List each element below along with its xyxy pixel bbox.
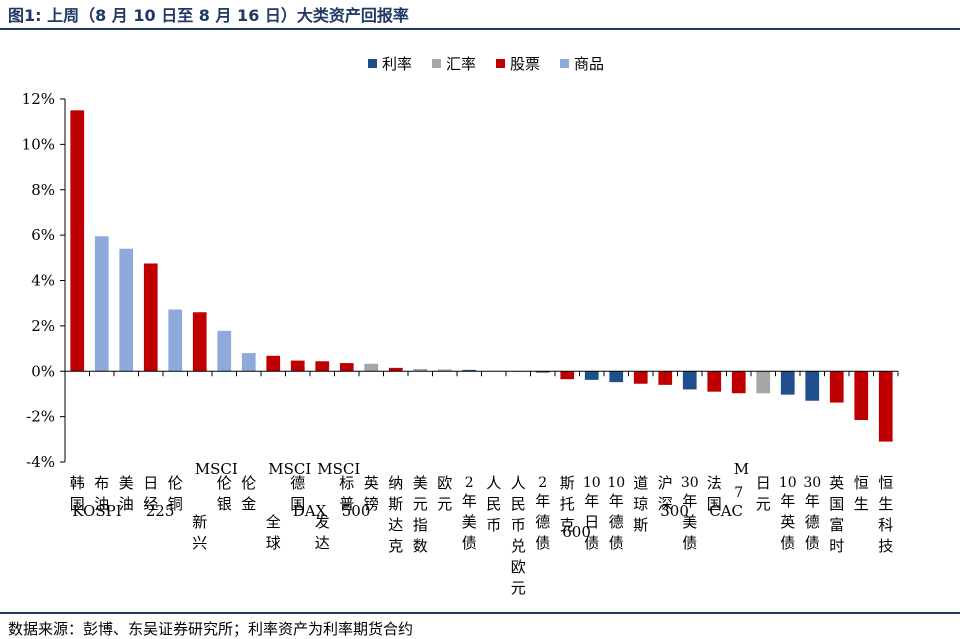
y-tick-label: 4%	[31, 272, 55, 290]
bar	[193, 312, 207, 371]
bar	[854, 371, 868, 420]
y-tick-label: 12%	[22, 90, 55, 108]
x-tick-label: 美油	[119, 474, 134, 513]
legend-label: 股票	[510, 55, 540, 73]
bar-chart: 利率 汇率 股票 商品 -4% -2% 0% 2% 4% 6% 8% 10% 12% 韩国KOSPI布…	[0, 0, 960, 612]
bar	[389, 368, 403, 371]
bar	[119, 249, 133, 372]
x-tick-label: 日元	[756, 474, 771, 513]
x-tick-label: 纳斯达克	[388, 474, 403, 555]
bar	[805, 371, 819, 400]
legend-swatch	[496, 59, 505, 68]
y-axis: -4% -2% 0% 2% 4% 6% 8% 10% 12%	[22, 90, 65, 471]
x-tick-label: 伦金	[241, 474, 256, 513]
x-tick-label: 人民币兑欧元	[511, 474, 526, 597]
x-tick-label: 人民币	[486, 474, 501, 534]
bar	[266, 356, 280, 371]
x-tick-label: 恒生	[854, 474, 869, 513]
bar	[756, 371, 770, 393]
y-tick-label: 8%	[31, 181, 55, 199]
bar	[879, 371, 893, 441]
y-tick-label: 10%	[22, 135, 55, 153]
chart-legend: 利率 汇率 股票 商品	[368, 55, 604, 73]
bar	[830, 371, 844, 402]
bar	[634, 371, 648, 383]
bars-group	[70, 110, 892, 441]
x-tick-label: 恒生科技	[878, 474, 893, 555]
bottom-rule	[0, 612, 960, 614]
legend-label: 汇率	[446, 55, 476, 73]
x-tick-label: 欧元	[437, 474, 452, 513]
x-tick-label: 英镑	[364, 474, 379, 513]
y-tick-label: -2%	[26, 408, 55, 426]
bar	[70, 110, 84, 371]
legend-swatch	[368, 59, 377, 68]
legend-swatch	[432, 59, 441, 68]
legend-label: 利率	[382, 55, 412, 73]
x-tick-label: 道琼斯	[633, 474, 648, 534]
x-tick-label: 英国富时	[829, 474, 844, 555]
bar	[315, 361, 329, 371]
bar	[732, 371, 746, 393]
bar	[242, 353, 256, 371]
bar	[291, 361, 305, 372]
bar	[707, 371, 721, 391]
bar	[217, 331, 231, 371]
y-tick-label: 0%	[31, 362, 55, 380]
source-note: 数据来源：彭博、东吴证券研究所；利率资产为利率期货合约	[8, 618, 413, 639]
bar	[560, 371, 574, 379]
bar	[364, 364, 378, 371]
bar	[144, 263, 158, 371]
x-axis	[65, 371, 898, 376]
x-tick-label: 伦银	[217, 474, 232, 513]
bar	[683, 371, 697, 389]
bar	[658, 371, 672, 385]
legend-label: 商品	[574, 55, 604, 73]
y-tick-label: 6%	[31, 226, 55, 244]
bar	[609, 371, 623, 382]
bar	[168, 310, 182, 372]
bar	[95, 236, 109, 371]
bar	[585, 371, 599, 380]
bar	[781, 371, 795, 394]
x-tick-label: 布油	[94, 474, 109, 513]
legend-swatch	[560, 59, 569, 68]
x-tick-label: 美元指数	[413, 474, 428, 555]
y-tick-label: 2%	[31, 317, 55, 335]
bar	[340, 363, 354, 371]
y-tick-label: -4%	[26, 453, 55, 471]
x-tick-label: 伦铜	[168, 474, 183, 513]
